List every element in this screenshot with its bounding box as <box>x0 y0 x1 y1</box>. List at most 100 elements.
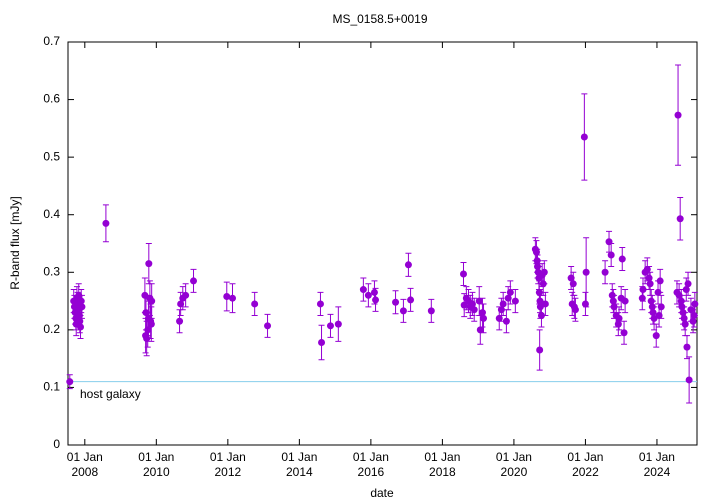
x-tick-label: 01 Jan 2022 <box>567 450 604 479</box>
data-point <box>77 323 85 331</box>
data-point <box>66 378 74 386</box>
data-point <box>657 303 665 311</box>
y-tick-label: 0.4 <box>43 207 60 221</box>
data-point <box>580 133 588 141</box>
y-tick-label: 0.3 <box>43 264 60 278</box>
data-point <box>182 291 190 299</box>
data-point <box>674 111 682 119</box>
data-point <box>652 332 660 340</box>
data-point <box>318 339 326 347</box>
data-point <box>475 297 483 305</box>
x-tick-label: 01 Jan 2008 <box>66 450 103 479</box>
data-point <box>618 255 626 263</box>
data-point <box>685 376 693 384</box>
data-point <box>691 300 699 308</box>
x-tick-label: 01 Jan 2018 <box>424 450 461 479</box>
data-point <box>251 300 259 308</box>
data-point <box>535 288 543 296</box>
data-point <box>499 300 507 308</box>
data-point <box>264 322 272 330</box>
reference-label: host galaxy <box>80 387 141 401</box>
y-tick-label: 0.2 <box>43 322 60 336</box>
x-axis-label: date <box>370 486 394 500</box>
data-point <box>370 288 378 296</box>
data-point <box>601 268 609 276</box>
data-point <box>649 309 657 317</box>
data-point <box>77 297 85 305</box>
data-point <box>470 306 478 314</box>
data-point <box>476 326 484 334</box>
data-point <box>540 268 548 276</box>
data-point <box>638 294 646 302</box>
data-point <box>683 343 691 351</box>
data-point <box>190 277 198 285</box>
data-point <box>75 291 83 299</box>
data-point <box>689 317 697 325</box>
data-point <box>480 314 488 322</box>
data-point <box>541 300 549 308</box>
data-point <box>684 280 692 288</box>
data-point <box>478 309 486 317</box>
y-tick-label: 0.6 <box>43 92 60 106</box>
data-point <box>620 329 628 337</box>
data-point <box>506 288 514 296</box>
data-point <box>392 298 400 306</box>
chart-title: MS_0158.5+0019 <box>332 12 427 26</box>
data-point <box>399 307 407 315</box>
y-axis-label: R-band flux [mJy] <box>8 196 22 289</box>
data-point <box>364 291 372 299</box>
data-point <box>502 317 510 325</box>
data-point <box>147 320 155 328</box>
data-point <box>621 297 629 305</box>
data-point <box>404 261 412 269</box>
x-tick-label: 01 Jan 2010 <box>138 450 175 479</box>
data-point <box>144 326 152 334</box>
data-point <box>511 297 519 305</box>
data-point <box>532 248 540 256</box>
data-point <box>223 292 231 300</box>
plot-frame <box>67 41 698 446</box>
data-point <box>676 215 684 223</box>
data-point <box>407 296 415 304</box>
data-point <box>656 277 664 285</box>
y-tick-label: 0.1 <box>43 380 60 394</box>
x-tick-label: 01 Jan 2020 <box>495 450 532 479</box>
data-point <box>569 280 577 288</box>
data-point <box>145 260 153 268</box>
data-point <box>581 300 589 308</box>
x-tick-label: 01 Jan 2014 <box>281 450 318 479</box>
data-point <box>427 307 435 315</box>
data-point <box>326 322 334 330</box>
data-point <box>614 320 622 328</box>
data-point <box>102 219 110 227</box>
data-point <box>681 320 689 328</box>
data-point <box>334 320 342 328</box>
data-point <box>372 296 380 304</box>
y-tick-label: 0.5 <box>43 149 60 163</box>
data-point <box>646 280 654 288</box>
x-tick-label: 01 Jan 2012 <box>209 450 246 479</box>
x-tick-label: 01 Jan 2016 <box>352 450 389 479</box>
data-point <box>148 297 156 305</box>
data-point <box>680 314 688 322</box>
y-tick-label: 0 <box>53 437 60 451</box>
data-point <box>639 286 647 294</box>
data-point <box>143 334 151 342</box>
data-point <box>571 306 579 314</box>
data-point <box>607 251 615 259</box>
data-point <box>78 303 86 311</box>
data-point <box>645 274 653 282</box>
data-point <box>536 346 544 354</box>
data-point <box>359 286 367 294</box>
data-point <box>615 314 623 322</box>
data-point <box>609 297 617 305</box>
data-point <box>176 317 184 325</box>
data-point <box>228 294 236 302</box>
x-tick-label: 01 Jan 2024 <box>638 450 675 479</box>
data-point <box>582 268 590 276</box>
y-tick-label: 0.7 <box>43 34 60 48</box>
data-point <box>459 270 467 278</box>
data-point <box>537 311 545 319</box>
